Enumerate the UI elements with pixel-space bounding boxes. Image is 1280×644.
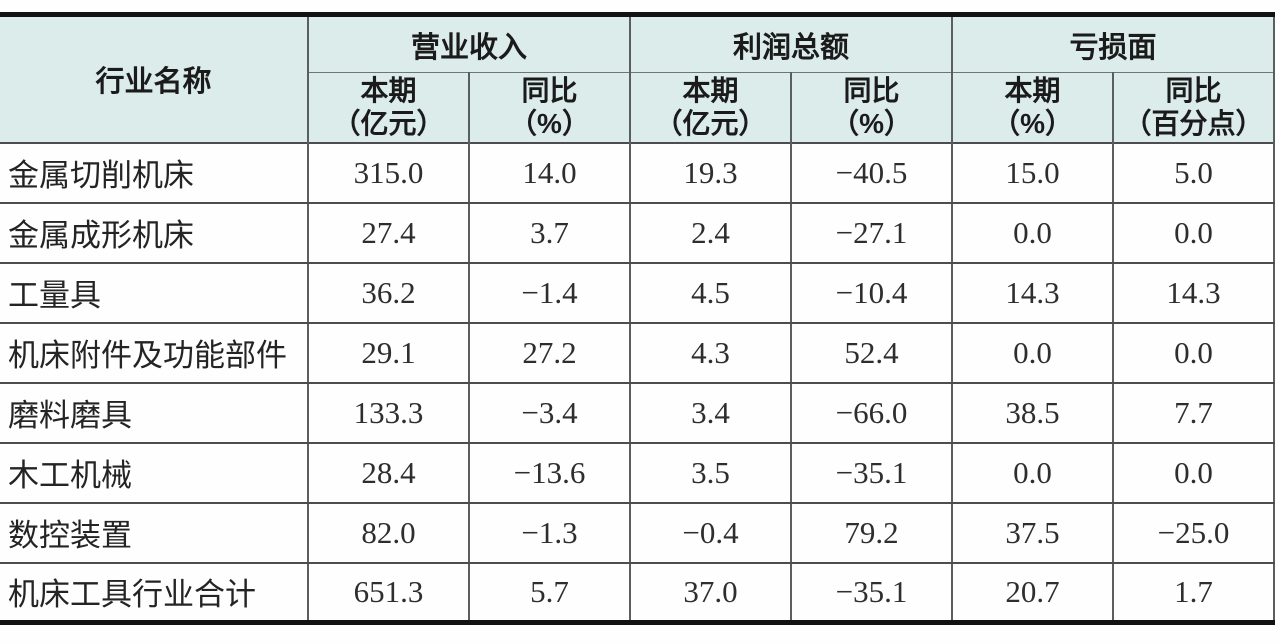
- value-cell: 79.2: [790, 501, 954, 564]
- header-revenue-yoy: 同比 （%）: [467, 72, 632, 143]
- value-cell: 315.0: [307, 141, 470, 204]
- row-label: 磨料磨具: [0, 381, 309, 444]
- row-label: 数控装置: [0, 501, 309, 564]
- header-sub-line2: （%）: [831, 108, 912, 140]
- row-label: 金属成形机床: [0, 201, 309, 264]
- value-cell: 27.2: [467, 321, 632, 384]
- value-cell: 0.0: [951, 441, 1115, 504]
- value-cell: 7.7: [1112, 381, 1276, 444]
- value-cell: 0.0: [951, 321, 1115, 384]
- value-cell: 28.4: [307, 441, 470, 504]
- value-cell: 38.5: [951, 381, 1115, 444]
- value-cell: 14.3: [1112, 261, 1276, 324]
- value-cell: 3.4: [629, 381, 793, 444]
- header-profit-yoy: 同比 （%）: [790, 72, 954, 143]
- value-cell: 15.0: [951, 141, 1115, 204]
- value-cell: 14.3: [951, 261, 1115, 324]
- header-group-revenue: 营业收入: [306, 14, 632, 73]
- header-group-row: 行业名称 营业收入 利润总额 亏损面: [0, 14, 1276, 143]
- value-cell: 651.3: [307, 561, 470, 624]
- header-industry-name: 行业名称: [0, 14, 309, 143]
- header-sub-line2: （%）: [992, 108, 1073, 140]
- value-cell: −25.0: [1112, 501, 1276, 564]
- header-revenue-current: 本期 （亿元）: [308, 72, 470, 143]
- value-cell: 2.4: [629, 201, 793, 264]
- value-cell: −66.0: [790, 381, 954, 444]
- value-cell: 14.0: [467, 141, 632, 204]
- value-cell: 5.0: [1112, 141, 1276, 204]
- header-sub-row: 本期 （亿元） 同比 （%） 本期 （亿元） 同比 （%） 本期 （%）: [0, 72, 1276, 143]
- value-cell: 27.4: [307, 201, 470, 264]
- value-cell: −10.4: [790, 261, 954, 324]
- value-cell: 37.5: [951, 501, 1115, 564]
- value-cell: 3.7: [467, 201, 632, 264]
- header-sub-line1: 本期: [360, 74, 417, 106]
- header-profit-current: 本期 （亿元）: [629, 72, 793, 143]
- value-cell: 4.5: [629, 261, 793, 324]
- row-label: 机床附件及功能部件: [0, 321, 309, 384]
- value-cell: 0.0: [1112, 321, 1276, 384]
- header-sub-line1: 同比: [1165, 74, 1222, 106]
- value-cell: 3.5: [629, 441, 793, 504]
- header-sub-line1: 本期: [1004, 74, 1061, 106]
- value-cell: 36.2: [307, 261, 470, 324]
- table-row: 木工机械 28.4 −13.6 3.5 −35.1 0.0 0.0: [0, 441, 1276, 504]
- header-sub-line1: 同比: [843, 74, 900, 106]
- header-loss-current: 本期 （%）: [951, 72, 1115, 143]
- value-cell: 1.7: [1112, 561, 1276, 624]
- value-cell: 0.0: [1112, 201, 1276, 264]
- table-row: 数控装置 82.0 −1.3 −0.4 79.2 37.5 −25.0: [0, 501, 1276, 564]
- header-loss-yoy: 同比 （百分点）: [1112, 72, 1276, 143]
- table-row: 机床附件及功能部件 29.1 27.2 4.3 52.4 0.0 0.0: [0, 321, 1276, 384]
- value-cell: −35.1: [790, 441, 954, 504]
- value-cell: 5.7: [467, 561, 632, 624]
- value-cell: −0.4: [629, 501, 793, 564]
- row-label: 金属切削机床: [0, 141, 309, 204]
- header-group-loss: 亏损面: [951, 14, 1276, 73]
- value-cell: 19.3: [629, 141, 793, 204]
- value-cell: 82.0: [307, 501, 470, 564]
- table-header: 行业名称 营业收入 利润总额 亏损面 本期 （亿元） 同比 （%） 本期 （亿元…: [0, 14, 1276, 143]
- header-group-profit: 利润总额: [629, 14, 954, 73]
- table-row: 金属成形机床 27.4 3.7 2.4 −27.1 0.0 0.0: [0, 201, 1276, 264]
- value-cell: 52.4: [790, 321, 954, 384]
- table-body: 金属切削机床 315.0 14.0 19.3 −40.5 15.0 5.0 金属…: [0, 141, 1276, 624]
- table-row-total: 机床工具行业合计 651.3 5.7 37.0 −35.1 20.7 1.7: [0, 561, 1276, 624]
- value-cell: −3.4: [467, 381, 632, 444]
- header-sub-line2: （亿元）: [332, 108, 445, 140]
- header-sub-line2: （%）: [509, 108, 590, 140]
- value-cell: −1.4: [467, 261, 632, 324]
- value-cell: 29.1: [307, 321, 470, 384]
- value-cell: 20.7: [951, 561, 1115, 624]
- table-row: 磨料磨具 133.3 −3.4 3.4 −66.0 38.5 7.7: [0, 381, 1276, 444]
- table-row: 金属切削机床 315.0 14.0 19.3 −40.5 15.0 5.0: [0, 141, 1276, 204]
- header-sub-line1: 同比: [521, 74, 578, 106]
- value-cell: 37.0: [629, 561, 793, 624]
- value-cell: −27.1: [790, 201, 954, 264]
- header-sub-line2: （亿元）: [654, 108, 767, 140]
- industry-statistics-table: 行业名称 营业收入 利润总额 亏损面 本期 （亿元） 同比 （%） 本期 （亿元…: [0, 12, 1276, 625]
- table-row: 工量具 36.2 −1.4 4.5 −10.4 14.3 14.3: [0, 261, 1276, 324]
- value-cell: −1.3: [467, 501, 632, 564]
- value-cell: 133.3: [307, 381, 470, 444]
- row-label: 工量具: [0, 261, 309, 324]
- value-cell: 0.0: [1112, 441, 1276, 504]
- header-sub-line2: （百分点）: [1123, 108, 1264, 140]
- row-label: 木工机械: [0, 441, 309, 504]
- header-sub-line1: 本期: [682, 74, 739, 106]
- value-cell: −35.1: [790, 561, 954, 624]
- row-label: 机床工具行业合计: [0, 561, 309, 624]
- value-cell: 4.3: [629, 321, 793, 384]
- value-cell: 0.0: [951, 201, 1115, 264]
- value-cell: −13.6: [467, 441, 632, 504]
- value-cell: −40.5: [790, 141, 954, 204]
